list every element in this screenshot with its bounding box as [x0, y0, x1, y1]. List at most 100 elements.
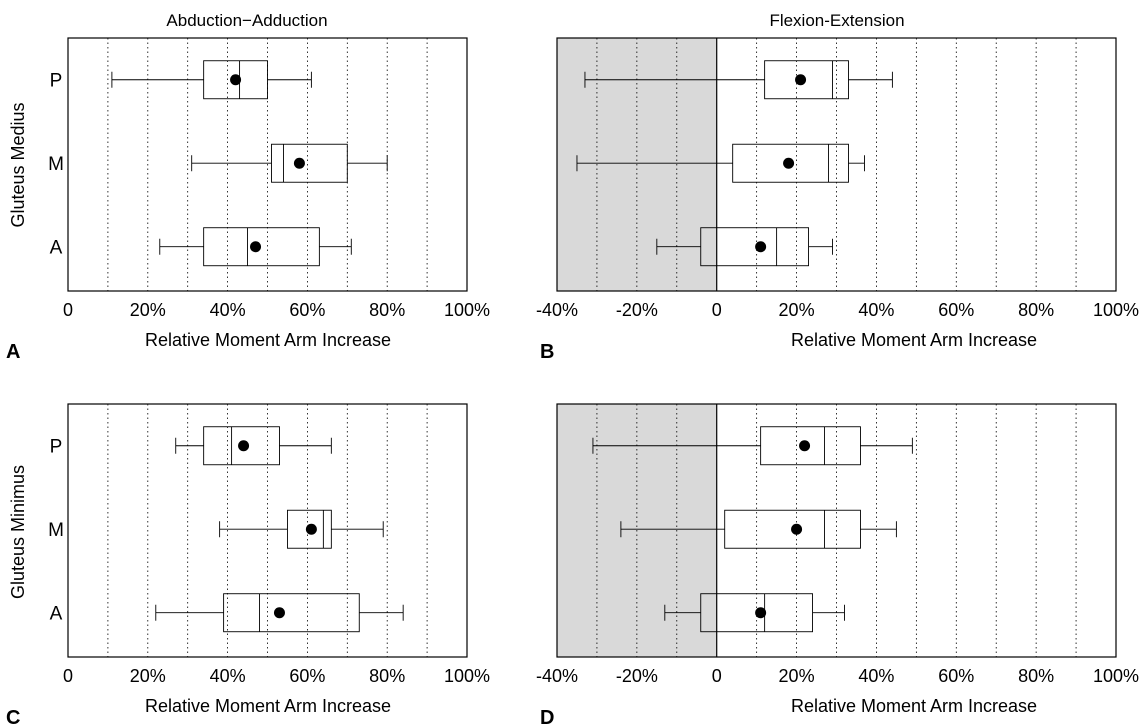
panel-d-x-tick-label: 80%: [1018, 666, 1054, 686]
panel-a-x-tick-label: 0: [63, 300, 73, 320]
panel-a-ylabel: Gluteus Medius: [8, 102, 28, 227]
panel-b-x-tick-label: 100%: [1093, 300, 1139, 320]
panel-d-x-tick-label: -40%: [536, 666, 578, 686]
panel-a-axes-frame: [67, 37, 468, 292]
mean-marker: [230, 74, 242, 86]
panel-c-category-label: P: [50, 437, 63, 458]
panel-b-x-tick-label: 80%: [1018, 300, 1054, 320]
panel-b-boxes: [576, 60, 893, 267]
panel-c-x-tick-label: 60%: [289, 666, 325, 686]
mean-marker: [250, 241, 262, 253]
panel-a: Abduction−Adduction Gluteus Medius P M A 0…: [6, 11, 490, 363]
panel-a-box-m: [191, 143, 388, 183]
panel-d-box-m: [620, 509, 897, 549]
panel-d-x-tick-label: 20%: [779, 666, 815, 686]
panel-a-category-label: P: [50, 71, 63, 92]
panel-c-xlabel: Relative Moment Arm Increase: [145, 696, 391, 716]
panel-b-xlabel: Relative Moment Arm Increase: [791, 330, 1037, 350]
panel-b-box-a: [656, 227, 833, 267]
panel-a-category-label: M: [48, 154, 64, 175]
panel-a-x-tick-label: 20%: [130, 300, 166, 320]
panel-a-title: Abduction−Adduction: [166, 11, 327, 30]
panel-a-x-tick-label: 80%: [369, 300, 405, 320]
panel-d-x-tick-label: 60%: [938, 666, 974, 686]
panel-c-letter: C: [6, 707, 20, 728]
iqr-box: [764, 60, 849, 100]
iqr-box: [732, 143, 849, 183]
panel-d-axes-frame: [556, 403, 1117, 658]
panel-c-x-tick-label: 20%: [130, 666, 166, 686]
mean-marker: [755, 241, 767, 253]
panel-a-boxes: [111, 60, 388, 267]
panel-c-ylabel: Gluteus Minimus: [8, 465, 28, 599]
panel-d-boxes: [592, 426, 913, 633]
iqr-box: [203, 426, 280, 466]
panel-b-box-p: [584, 60, 893, 100]
mean-marker: [238, 440, 250, 452]
panel-b-x-tick-label: 0: [712, 300, 722, 320]
panel-a-xlabel: Relative Moment Arm Increase: [145, 330, 391, 350]
panel-b-box-m: [576, 143, 865, 183]
panel-b-axes-frame: [556, 37, 1117, 292]
panel-c-category-labels: P M A: [48, 437, 64, 625]
mean-marker: [795, 74, 807, 86]
iqr-box: [287, 509, 332, 549]
panel-d-box-p: [592, 426, 913, 466]
panel-a-x-ticks: 0 20% 40% 60% 80% 100%: [63, 300, 490, 320]
panel-b-x-tick-label: 40%: [858, 300, 894, 320]
panel-a-x-tick-label: 40%: [210, 300, 246, 320]
panel-c-category-label: M: [48, 520, 64, 541]
panel-a-box-p: [111, 60, 312, 100]
panel-b-title: Flexion-Extension: [769, 11, 904, 30]
panel-d-grid: [596, 404, 1077, 657]
iqr-box: [760, 426, 861, 466]
iqr-box: [223, 593, 360, 633]
panel-d-x-tick-label: 0: [712, 666, 722, 686]
panel-d-x-tick-label: 100%: [1093, 666, 1139, 686]
panel-c-box-p: [175, 426, 332, 466]
panel-c-x-tick-label: 0: [63, 666, 73, 686]
iqr-box: [271, 143, 348, 183]
panel-c-category-label: A: [50, 604, 63, 625]
panel-d-xlabel: Relative Moment Arm Increase: [791, 696, 1037, 716]
panel-c-x-tick-label: 80%: [369, 666, 405, 686]
mean-marker: [791, 523, 803, 535]
panel-c-box-a: [155, 593, 404, 633]
panel-b-letter: B: [540, 341, 554, 363]
panel-a-letter: A: [6, 341, 20, 363]
panel-d-x-ticks: -40% -20% 0 20% 40% 60% 80% 100%: [536, 666, 1139, 686]
panel-a-box-a: [159, 227, 352, 267]
iqr-box: [724, 509, 861, 549]
panel-b-x-ticks: -40% -20% 0 20% 40% 60% 80% 100%: [536, 300, 1139, 320]
mean-marker: [755, 607, 767, 619]
iqr-box: [203, 227, 320, 267]
panel-a-x-tick-label: 60%: [289, 300, 325, 320]
panel-b-x-tick-label: -20%: [616, 300, 658, 320]
iqr-box: [700, 227, 810, 267]
panel-d-x-tick-label: -20%: [616, 666, 658, 686]
panel-c-axes-frame: [67, 403, 468, 658]
mean-marker: [293, 157, 305, 169]
panel-b: Flexion-Extension -40% -20% 0 20% 40% 60% 80% 1…: [536, 11, 1139, 363]
panel-a-x-tick-label: 100%: [444, 300, 490, 320]
panel-b-x-tick-label: 20%: [779, 300, 815, 320]
mean-marker: [799, 440, 811, 452]
iqr-box: [700, 593, 813, 633]
panel-d-box-a: [664, 593, 845, 633]
mean-marker: [783, 157, 795, 169]
panel-c-box-m: [219, 509, 384, 549]
panel-c-x-tick-label: 100%: [444, 666, 490, 686]
panel-c-boxes: [155, 426, 404, 633]
panel-a-category-label: A: [50, 238, 63, 259]
mean-marker: [273, 607, 285, 619]
panel-d-letter: D: [540, 707, 554, 728]
panel-d-x-tick-label: 40%: [858, 666, 894, 686]
panel-c: Gluteus Minimus P M A 0 20% 40% 60% 80% 100% Re…: [6, 403, 490, 728]
panel-a-category-labels: P M A: [48, 71, 64, 259]
iqr-box: [203, 60, 268, 100]
panel-c-x-tick-label: 40%: [210, 666, 246, 686]
panel-d: -40% -20% 0 20% 40% 60% 80% 100% Relative Momen…: [536, 403, 1139, 728]
panel-b-x-tick-label: -40%: [536, 300, 578, 320]
panel-c-x-ticks: 0 20% 40% 60% 80% 100%: [63, 666, 490, 686]
